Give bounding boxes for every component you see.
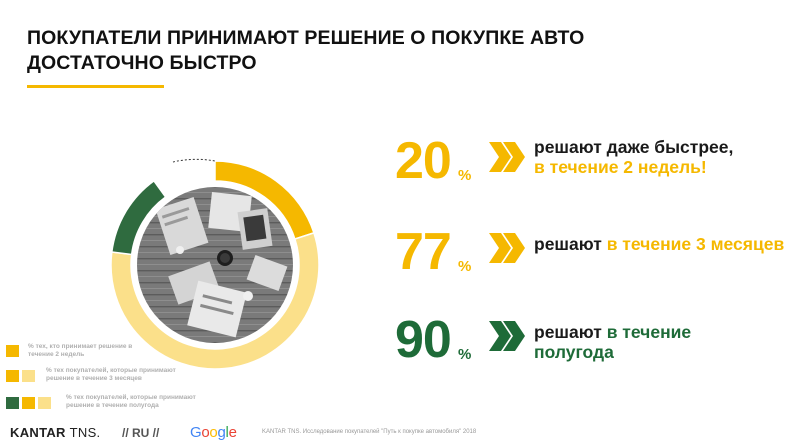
- stat-text-dark: решают: [534, 322, 607, 342]
- donut-chart-svg: [110, 158, 320, 370]
- desk-photo: [137, 187, 293, 343]
- kantar-logo: KANTAR TNS.: [10, 425, 100, 440]
- google-letter: o: [201, 424, 210, 441]
- chevron-right-icon: [489, 233, 525, 263]
- title-underline: [27, 85, 164, 88]
- dashed-arc: [172, 158, 216, 163]
- legend-swatch: [22, 397, 35, 409]
- google-letter: g: [217, 424, 226, 441]
- region-separator: // RU //: [122, 426, 160, 440]
- brand-suffix: TNS.: [69, 425, 101, 440]
- stat-percent: %: [458, 258, 472, 275]
- legend-swatch: [6, 397, 19, 409]
- stat-text-accent: в течение полугода: [534, 322, 692, 362]
- stat-number: 77: [395, 223, 452, 281]
- stat-text-accent: в течение 2 недель!: [534, 157, 707, 177]
- papers-illustration: [155, 192, 288, 338]
- legend-label: % тех покупателей, которые принимают реш…: [46, 367, 176, 382]
- stat-text: решают даже быстрее, в течение 2 недель!: [534, 137, 793, 177]
- legend-label: % тех, кто принимает решение в течение 2…: [28, 343, 133, 358]
- stat-text-dark: решают даже быстрее,: [534, 137, 734, 157]
- stat-text-accent: в течение 3 месяцев: [606, 234, 785, 254]
- google-wordmark: Google: [190, 424, 237, 441]
- source-note: KANTAR TNS. Исследование покупателей "Пу…: [262, 429, 477, 435]
- page-title: ПОКУПАТЕЛИ ПРИНИМАЮТ РЕШЕНИЕ О ПОКУПКЕ А…: [27, 26, 727, 76]
- google-letter: G: [190, 424, 202, 441]
- google-letter: l: [225, 424, 229, 441]
- stat-text: решают в течение полугода: [534, 322, 734, 362]
- legend-swatch: [38, 397, 51, 409]
- donut-segment-2: [110, 179, 167, 256]
- legend-swatch: [6, 345, 19, 357]
- chevron-right-icon: [489, 321, 525, 351]
- google-letter: o: [209, 424, 218, 441]
- stat-percent: %: [458, 167, 472, 184]
- stat-text: решают в течение 3 месяцев: [534, 234, 793, 254]
- legend-label: % тех покупателей, которые принимают реш…: [66, 394, 196, 409]
- title-line-2: ДОСТАТОЧНО БЫСТРО: [27, 52, 257, 74]
- legend-swatch: [22, 370, 35, 382]
- legend-swatch: [6, 370, 19, 382]
- stat-number: 20: [395, 132, 452, 190]
- google-letter: e: [228, 424, 237, 441]
- stat-text-dark: решают: [534, 234, 607, 254]
- stat-percent: %: [458, 346, 472, 363]
- brand-name: KANTAR: [10, 425, 66, 440]
- chevron-right-icon: [489, 142, 525, 172]
- footer: KANTAR TNS. // RU // Google KANTAR TNS. …: [10, 424, 790, 441]
- google-logo: Google: [190, 424, 237, 441]
- donut-chart: [100, 150, 330, 380]
- title-line-1: ПОКУПАТЕЛИ ПРИНИМАЮТ РЕШЕНИЕ О ПОКУПКЕ А…: [27, 27, 585, 49]
- stat-number: 90: [395, 311, 452, 369]
